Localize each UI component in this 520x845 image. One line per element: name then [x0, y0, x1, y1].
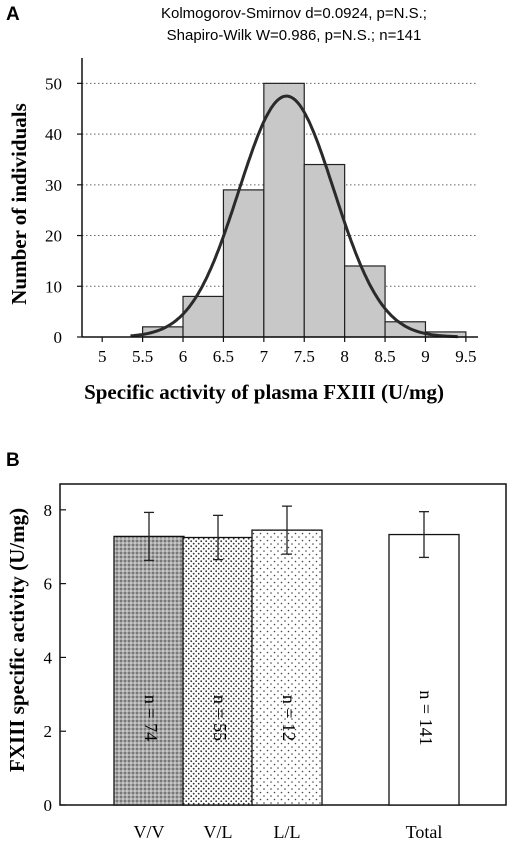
- histogram-axes: [81, 58, 478, 338]
- y-tick-label: 0: [54, 328, 63, 347]
- histogram-bar-5: [303, 163, 346, 338]
- histogram-y-tick-labels: 0 10 20 30 40 50: [45, 74, 82, 347]
- x-tick-label: 6.5: [213, 347, 234, 366]
- x-tick-label: 8: [340, 347, 349, 366]
- n-label-0: n = 74: [141, 695, 161, 741]
- x-tick-label: 5.5: [132, 347, 153, 366]
- x-tick-label: 8.5: [374, 347, 395, 366]
- x-tick-label: 9: [421, 347, 430, 366]
- y-tick-label: 0: [44, 796, 53, 815]
- bar-2: [251, 529, 323, 806]
- bar-3: [388, 533, 460, 806]
- histogram-bars: [142, 82, 467, 338]
- x-tick-label: 7: [260, 347, 269, 366]
- n-label-1: n = 55: [210, 695, 230, 741]
- bar-chart-y-ticks: 0 2 4 6 8: [44, 501, 66, 815]
- y-tick-label: 20: [45, 227, 62, 246]
- y-tick-label: 50: [45, 74, 62, 93]
- bar-chart-bars: n = 74 n = 55 n = 12 n = 141: [113, 505, 460, 806]
- bar-chart-category-labels: V/V V/L L/L Total: [134, 822, 443, 842]
- histogram-x-tick-labels: 5 5.5 6 6.5 7 7.5 8 8.5 9 9.5: [98, 337, 477, 366]
- y-tick-label: 40: [45, 125, 62, 144]
- normal-fit-curve: [130, 94, 458, 339]
- x-tick-label: 6: [179, 347, 188, 366]
- n-label-3: n = 141: [416, 690, 436, 745]
- stats-line-2: Shapiro-Wilk W=0.986, p=N.S.; n=141: [167, 27, 422, 44]
- category-label-1: V/L: [204, 822, 233, 842]
- panel-a-label: A: [6, 4, 20, 25]
- histogram-y-axis-title: Number of individuals: [7, 103, 31, 305]
- category-label-0: V/V: [134, 822, 165, 842]
- histogram-bar-3: [222, 189, 265, 338]
- bar-0: [113, 535, 185, 806]
- panel-b-label: B: [6, 450, 20, 471]
- y-tick-label: 30: [45, 176, 62, 195]
- histogram-bar-7: [384, 321, 427, 338]
- x-tick-label: 9.5: [455, 347, 476, 366]
- stats-line-1: Kolmogorov-Smirnov d=0.0924, p=N.S.;: [161, 5, 427, 22]
- x-tick-label: 5: [98, 347, 107, 366]
- bar-1: [182, 536, 254, 806]
- bar-chart-y-axis-title: FXIII specific activity (U/mg): [5, 508, 29, 772]
- y-tick-label: 6: [44, 575, 53, 594]
- category-label-2: L/L: [274, 822, 301, 842]
- y-tick-label: 8: [44, 501, 53, 520]
- category-label-3: Total: [406, 822, 443, 842]
- n-label-2: n = 12: [279, 695, 299, 741]
- histogram-x-axis-title: Specific activity of plasma FXIII (U/mg): [84, 380, 444, 404]
- y-tick-label: 2: [44, 722, 53, 741]
- histogram-bar-4: [263, 82, 305, 338]
- y-tick-label: 4: [44, 648, 53, 667]
- y-tick-label: 10: [45, 277, 62, 296]
- histogram-bar-2: [182, 295, 225, 338]
- x-tick-label: 7.5: [294, 347, 315, 366]
